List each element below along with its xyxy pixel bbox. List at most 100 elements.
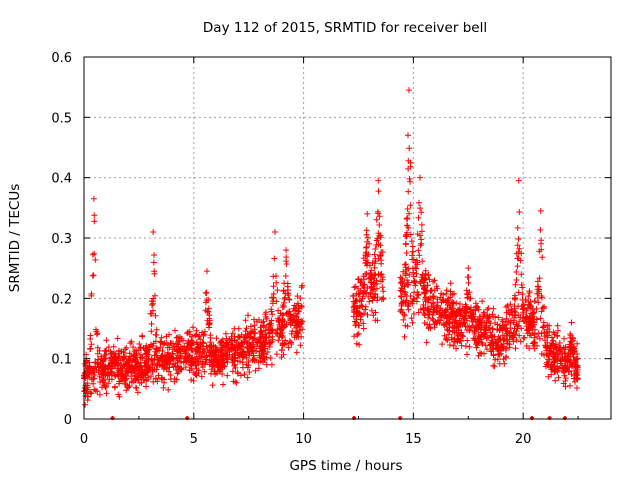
data-point xyxy=(258,328,265,335)
data-point xyxy=(503,315,510,322)
data-point xyxy=(164,351,171,358)
data-point xyxy=(156,347,163,354)
data-point xyxy=(414,231,421,237)
data-point xyxy=(94,330,101,337)
data-point xyxy=(281,296,288,302)
data-point xyxy=(260,345,267,352)
data-point xyxy=(237,372,244,379)
peak-point-9 xyxy=(465,265,472,272)
data-point xyxy=(521,334,528,341)
data-point xyxy=(148,298,155,305)
data-point xyxy=(526,288,533,295)
x-tick-label-3: 15 xyxy=(405,432,422,447)
data-point xyxy=(143,342,150,349)
data-point xyxy=(85,371,92,378)
data-point xyxy=(365,275,372,282)
data-point xyxy=(400,299,407,306)
data-point xyxy=(430,278,437,285)
data-point xyxy=(229,353,236,360)
data-point xyxy=(229,368,236,375)
data-point xyxy=(103,347,110,354)
y-tick-label-6: 0.6 xyxy=(51,51,72,66)
data-point xyxy=(219,350,226,357)
data-point xyxy=(515,249,522,255)
data-point xyxy=(255,359,262,366)
data-point xyxy=(169,350,176,357)
data-point xyxy=(405,188,412,195)
data-point xyxy=(282,273,289,279)
data-point xyxy=(103,337,110,344)
peak-point-2 xyxy=(203,268,210,275)
data-point xyxy=(526,345,533,352)
data-point xyxy=(270,283,277,290)
data-point xyxy=(445,311,452,318)
data-point xyxy=(192,356,199,362)
data-point xyxy=(372,271,379,278)
data-point xyxy=(121,380,128,387)
data-point xyxy=(208,370,214,377)
data-point xyxy=(229,330,236,337)
data-point xyxy=(562,383,569,390)
data-point xyxy=(502,327,509,334)
data-point xyxy=(244,331,251,338)
data-point xyxy=(283,261,290,267)
data-point xyxy=(555,374,562,381)
data-point xyxy=(512,345,519,352)
data-point xyxy=(354,331,361,338)
data-point xyxy=(479,317,485,324)
data-point xyxy=(88,370,95,377)
data-point xyxy=(531,309,538,316)
data-point xyxy=(273,298,280,305)
data-point xyxy=(294,319,301,326)
data-point xyxy=(205,305,212,312)
data-point xyxy=(418,209,425,216)
data-point xyxy=(354,298,361,305)
data-point xyxy=(132,362,138,368)
data-point xyxy=(245,312,251,319)
data-point xyxy=(264,349,271,355)
data-point xyxy=(511,315,518,321)
x-axis-label: GPS time / hours xyxy=(289,458,402,474)
data-point xyxy=(256,348,263,355)
data-point xyxy=(186,367,193,374)
data-point xyxy=(193,327,200,334)
data-point xyxy=(567,382,573,389)
data-point xyxy=(163,333,170,340)
y-tick-label-3: 0.3 xyxy=(51,232,72,247)
data-point xyxy=(413,295,420,301)
data-point xyxy=(427,325,434,332)
data-point xyxy=(101,352,108,359)
data-point xyxy=(438,313,445,320)
data-point xyxy=(281,341,288,348)
data-point xyxy=(567,331,574,337)
data-point xyxy=(207,332,214,339)
data-point xyxy=(192,332,199,339)
data-point xyxy=(492,338,499,345)
x-tick-label-2: 10 xyxy=(295,432,312,447)
data-point xyxy=(208,359,215,366)
data-point xyxy=(137,362,144,369)
data-point xyxy=(172,327,178,334)
data-point xyxy=(115,391,122,398)
data-point xyxy=(203,289,210,296)
data-point xyxy=(513,277,520,283)
data-point xyxy=(432,318,439,325)
data-point xyxy=(151,356,158,363)
data-point xyxy=(173,334,180,341)
data-point xyxy=(152,292,158,299)
data-point xyxy=(376,213,383,220)
data-point xyxy=(120,354,127,361)
data-point xyxy=(268,328,275,335)
data-point xyxy=(492,356,499,363)
data-point xyxy=(516,332,523,339)
data-point xyxy=(359,295,366,302)
data-point xyxy=(402,289,409,296)
data-point xyxy=(401,312,408,319)
data-point xyxy=(298,303,305,310)
data-point xyxy=(234,369,241,376)
data-point xyxy=(356,341,363,348)
data-point xyxy=(539,254,546,261)
data-point xyxy=(375,188,382,195)
data-point xyxy=(418,228,425,235)
data-point xyxy=(565,368,572,375)
